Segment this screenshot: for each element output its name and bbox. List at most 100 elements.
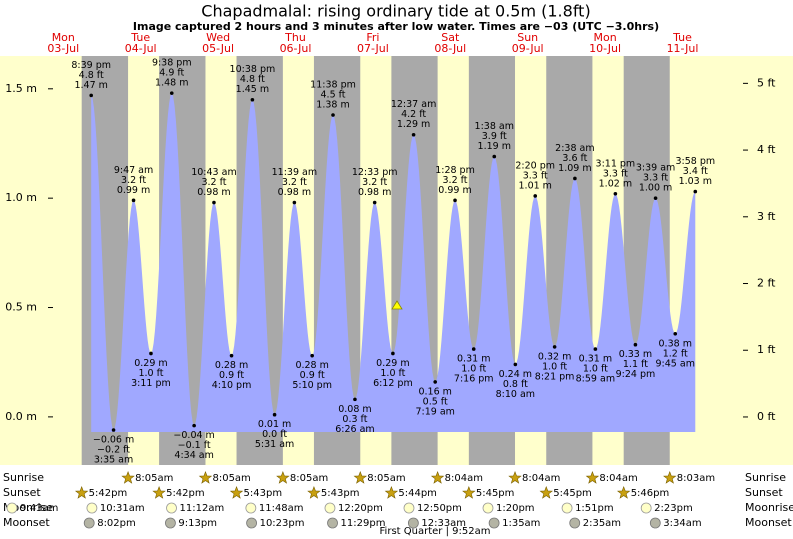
tide-label: 4.5 ft <box>321 90 346 101</box>
tide-label: 3:58 pm <box>675 156 715 167</box>
tide-extreme <box>250 97 255 102</box>
day-name: Mon <box>593 31 616 44</box>
tide-label: 0.99 m <box>438 185 471 196</box>
chart-subtitle: Image captured 2 hours and 3 minutes aft… <box>133 20 659 33</box>
moonset-time: 12:33am <box>421 518 466 529</box>
tide-label: 8:10 am <box>496 389 535 400</box>
y-tick-label: 1.5 m <box>5 82 37 95</box>
tide-label: 1.29 m <box>397 119 430 130</box>
tide-label: 4.8 ft <box>79 70 104 81</box>
tide-label: 3.2 ft <box>121 175 146 186</box>
tide-label: 0.24 m <box>499 369 532 380</box>
tide-label: 4.2 ft <box>401 109 426 120</box>
sunrise-time: 8:04am <box>599 473 637 484</box>
tide-label: 12:33 pm <box>352 167 398 178</box>
tide-label: 0.01 m <box>258 419 291 430</box>
y2-tick-label: 4 ft <box>757 143 776 156</box>
tide-label: 9:38 pm <box>152 58 192 69</box>
tide-label: 0.9 ft <box>219 370 244 381</box>
day-date: 06-Jul <box>280 42 312 55</box>
moonset-icon <box>327 517 338 529</box>
tide-extreme <box>573 176 577 181</box>
day-name: Mon <box>52 31 75 44</box>
day-date: 07-Jul <box>357 42 389 55</box>
plot-area <box>53 56 743 465</box>
tide-label: 3:11 pm <box>596 158 636 169</box>
tide-label: 11:39 am <box>272 167 317 178</box>
day-date: 08-Jul <box>434 42 466 55</box>
y2-tick-label: 5 ft <box>757 76 776 89</box>
row-label: Moonset <box>745 516 792 529</box>
moonrise-icon <box>640 502 652 514</box>
chart-title: Chapadmalal: rising ordinary tide at 0.5… <box>201 2 590 21</box>
sunrise-icon <box>121 470 135 484</box>
moonset-icon <box>165 517 176 529</box>
tide-label: 1.19 m <box>478 141 511 152</box>
row-label: Sunset <box>745 486 783 499</box>
tide-label: 0.3 ft <box>342 414 367 425</box>
sunset-icon <box>307 485 321 499</box>
day-date: 10-Jul <box>589 42 621 55</box>
sunrise-time: 8:05am <box>290 473 328 484</box>
tide-label: 1.01 m <box>519 180 552 191</box>
moonrise-time: 12:50pm <box>417 503 462 514</box>
moonrise-time: 1:20pm <box>496 503 535 514</box>
day-name: Sun <box>517 31 538 44</box>
tide-label: 1.48 m <box>155 78 188 89</box>
row-label: Moonrise <box>745 501 793 514</box>
tide-label: 4.8 ft <box>240 74 265 85</box>
tide-label: 0.08 m <box>338 404 371 415</box>
tide-label: −0.06 m <box>93 435 134 446</box>
day-date: 03-Jul <box>47 42 79 55</box>
tide-extreme <box>229 353 234 358</box>
tide-label: −0.2 ft <box>97 445 130 456</box>
tide-extreme <box>533 194 538 198</box>
tide-label: 3.4 ft <box>683 166 708 177</box>
tide-label: 7:16 pm <box>454 374 494 385</box>
tide-label: 12:37 am <box>391 99 436 110</box>
tide-label: 0.99 m <box>117 185 150 196</box>
row-label: Sunrise <box>745 471 786 484</box>
tide-label: 1.0 ft <box>380 368 405 379</box>
tide-label: 0.16 m <box>418 386 451 397</box>
moonrise-icon <box>6 502 18 514</box>
moonset-icon <box>569 517 581 529</box>
moonrise-time: 11:48am <box>259 503 304 514</box>
tide-label: 9:24 pm <box>616 369 656 380</box>
moonrise-icon <box>86 502 98 514</box>
tide-label: 0.28 m <box>295 360 328 371</box>
tide-extreme <box>149 351 153 356</box>
tide-label: 1.47 m <box>74 80 107 91</box>
tide-extreme <box>391 351 395 356</box>
sunrise-time: 8:04am <box>445 473 483 484</box>
day-date: 04-Jul <box>125 42 157 55</box>
tide-label: 1.45 m <box>236 84 269 95</box>
sunset-icon <box>384 485 399 499</box>
tide-extreme <box>89 93 93 98</box>
sunrise-icon <box>198 470 213 484</box>
moonset-icon <box>83 517 95 529</box>
sunset-time: 5:44pm <box>398 488 437 499</box>
tide-label: 1.2 ft <box>663 348 688 359</box>
tide-label: 3.2 ft <box>201 177 226 188</box>
moonset-time: 9:13pm <box>178 518 217 529</box>
tide-label: 0.98 m <box>197 187 230 198</box>
moonrise-icon <box>561 502 573 514</box>
tide-label: 2:38 am <box>555 143 594 154</box>
tide-label: 11:38 pm <box>310 80 356 91</box>
day-name: Wed <box>206 31 230 44</box>
sunrise-icon <box>353 470 367 484</box>
moonrise-time: 12:20pm <box>338 503 383 514</box>
tide-label: 1.02 m <box>599 178 632 189</box>
sunrise-time: 8:05am <box>135 473 173 484</box>
moonset-icon <box>488 517 500 529</box>
tide-extreme <box>131 198 136 203</box>
day-date: 11-Jul <box>667 42 699 55</box>
tide-extreme <box>433 380 437 384</box>
row-label: Moonset <box>3 516 50 529</box>
tide-label: 1.09 m <box>558 163 591 174</box>
tide-label: 0.31 m <box>457 354 490 365</box>
moonrise-icon <box>166 502 177 514</box>
sunset-time: 5:46pm <box>631 488 670 499</box>
